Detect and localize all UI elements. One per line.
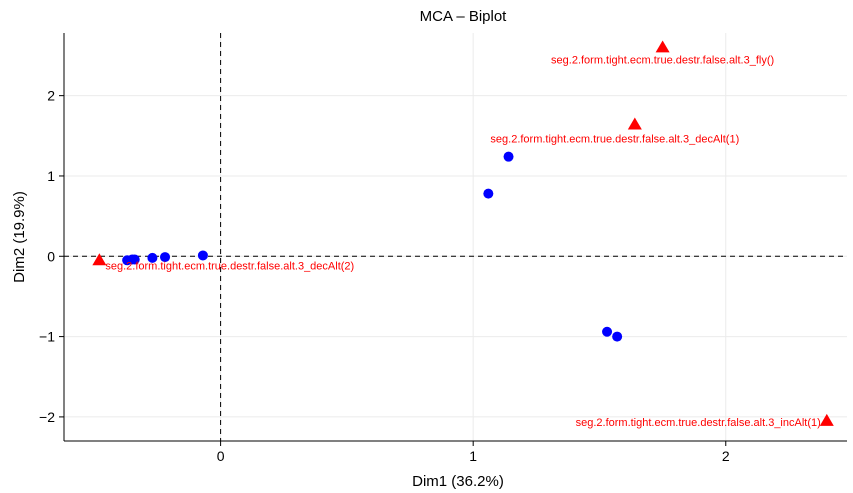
variable-category-label: seg.2.form.tight.ecm.true.destr.false.al… xyxy=(105,260,354,272)
variable-category-label: seg.2.form.tight.ecm.true.destr.false.al… xyxy=(490,134,739,146)
individual-point xyxy=(160,252,171,263)
reference-lines xyxy=(64,33,847,441)
x-axis-label: Dim1 (36.2%) xyxy=(412,473,504,490)
individual-point xyxy=(147,252,158,263)
x-tick-label: 2 xyxy=(722,448,730,464)
individual-point xyxy=(197,250,208,261)
y-tick-label: −2 xyxy=(39,409,55,425)
individual-point xyxy=(612,331,623,342)
y-tick-label: −1 xyxy=(39,329,55,345)
x-tick-label: 1 xyxy=(469,448,477,464)
y-tick-label: 0 xyxy=(47,248,55,264)
individual-point xyxy=(602,326,613,337)
variable-category-point xyxy=(627,117,642,130)
variable-category-label: seg.2.form.tight.ecm.true.destr.false.al… xyxy=(576,417,821,429)
variable-category-label: seg.2.form.tight.ecm.true.destr.false.al… xyxy=(551,54,774,66)
individual-point xyxy=(503,151,514,162)
chart-title: MCA – Biplot xyxy=(420,8,508,25)
variable-category-point xyxy=(819,413,834,426)
gridlines xyxy=(64,33,847,441)
y-tick-label: 2 xyxy=(47,88,55,104)
variable-category-point xyxy=(655,40,670,53)
individual-point xyxy=(129,254,140,265)
y-axis-label: Dim2 (19.9%) xyxy=(11,191,28,283)
axis-ticks: 0 1 2 −2 −1 0 1 2 xyxy=(39,88,730,464)
axes xyxy=(63,33,847,442)
data-points xyxy=(92,40,834,426)
individual-point xyxy=(483,188,494,199)
x-tick-label: 0 xyxy=(217,448,225,464)
y-tick-label: 1 xyxy=(47,168,55,184)
point-labels: seg.2.form.tight.ecm.true.destr.false.al… xyxy=(105,54,820,428)
variable-category-point xyxy=(92,253,107,266)
